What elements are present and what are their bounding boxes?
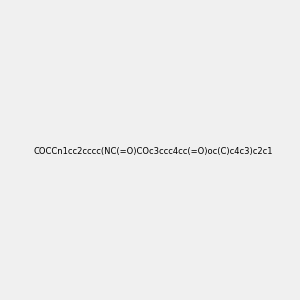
Text: COCCn1cc2cccc(NC(=O)COc3ccc4cc(=O)oc(C)c4c3)c2c1: COCCn1cc2cccc(NC(=O)COc3ccc4cc(=O)oc(C)c… [34, 147, 274, 156]
